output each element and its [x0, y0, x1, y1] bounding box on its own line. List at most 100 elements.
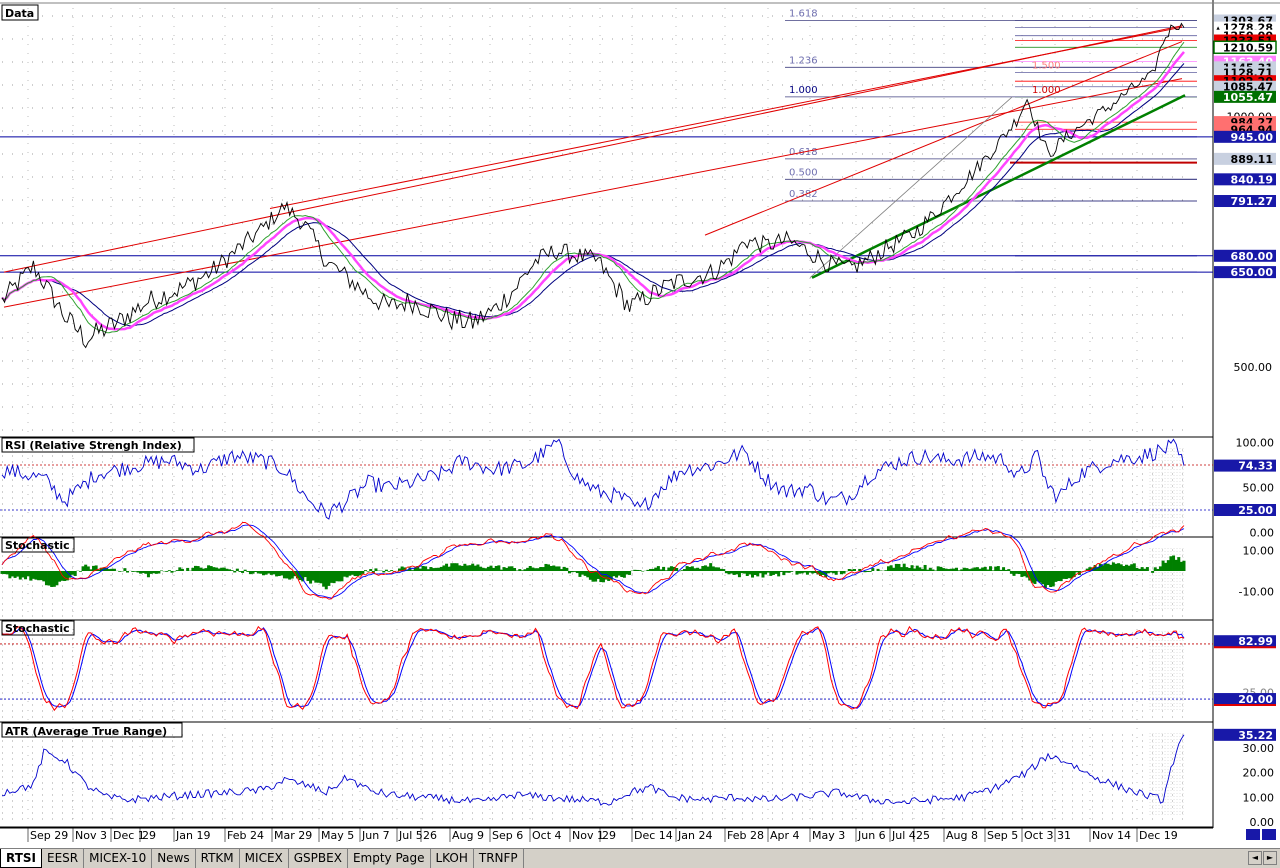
chart-canvas[interactable]: 1.6181.2361.0000.6180.5000.3821.5001.000…: [0, 0, 1280, 848]
price-tag: 889.11: [1214, 152, 1276, 166]
zoom-out-icon: [1262, 829, 1276, 840]
chart-background: [0, 0, 1280, 848]
date-axis-label: Jun 6: [857, 829, 886, 842]
rsi-y-tick: 0.00: [1250, 527, 1275, 540]
date-axis-label: Oct 3: [1024, 829, 1054, 842]
tab-scroll-right-icon[interactable]: ►: [1263, 851, 1277, 865]
stochastic-value-tag: [1214, 635, 1276, 648]
sheet-tab-micex-10[interactable]: MICEX-10: [84, 849, 153, 868]
stochastic-histogram: [0, 555, 1186, 590]
stochastic-signal-line: [1, 524, 1185, 599]
atr-value-label: 35.22: [1238, 729, 1273, 742]
panel-title-box: [1, 722, 183, 738]
date-axis-label: Nov 1: [572, 829, 604, 842]
price-tag: 1055.47: [1214, 90, 1276, 104]
moving-average-slow: [1, 63, 1185, 327]
stochastic-y-tick: 10.00: [1243, 545, 1275, 558]
price-tag: 945.00: [1214, 130, 1276, 144]
sheet-tab-trnfp[interactable]: TRNFP: [474, 849, 524, 868]
fib-label: 0.500: [789, 167, 818, 178]
rsi-y-tick: 100.00: [1236, 437, 1275, 450]
date-axis-label: Dec 14: [634, 829, 673, 842]
date-axis-label: Feb 28: [727, 829, 764, 842]
rsi-value-tag: [1214, 504, 1276, 516]
price-tag-label: 889.11: [1231, 153, 1273, 166]
price-line: [1, 22, 1185, 349]
date-axis-label: Nov 3: [75, 829, 107, 842]
atr-line: [1, 734, 1185, 806]
price-tag-box: [1213, 40, 1277, 55]
rsi-value-tag: [1214, 459, 1276, 472]
sheet-tab-lkoh[interactable]: LKOH: [431, 849, 474, 868]
sheet-tab-rtkm[interactable]: RTKM: [196, 849, 240, 868]
panel-title-box: [1, 4, 39, 21]
price-tag-box: [1214, 195, 1276, 208]
panel-4-grid: [2, 733, 1184, 820]
date-axis-label: 29: [142, 829, 156, 842]
date-axis-label: May 3: [812, 829, 845, 842]
panel-title-box: [1, 537, 75, 553]
atr-value-tag: [1214, 728, 1276, 741]
up-arrow-icon: ▲: [1215, 25, 1222, 34]
date-axis-label: Oct 4: [532, 829, 562, 842]
date-axis-label: Jan 24: [677, 829, 712, 842]
rsi-value-label: 74.33: [1238, 460, 1273, 473]
price-tag-label: 1085.47: [1223, 81, 1273, 94]
stochastic-value-tag: [1214, 693, 1276, 706]
price-tag-box: [1214, 130, 1276, 143]
sheet-tab-eesr[interactable]: EESR: [42, 849, 85, 868]
date-axis-label: 26: [423, 829, 437, 842]
date-axis-label: Apr 4: [770, 829, 800, 842]
date-axis-label: May 5: [321, 829, 354, 842]
price-tag-label: 840.19: [1231, 173, 1273, 186]
date-axis-label: Jun 7: [361, 829, 390, 842]
trend-line-green: [811, 94, 1186, 279]
trend-line-red: [3, 25, 1183, 273]
atr-y-tick: 10.00: [1243, 791, 1275, 804]
rsi-line: [1, 438, 1185, 520]
y-tick-label: 500.00: [1234, 361, 1273, 374]
panel-0-grid: [2, 15, 1184, 431]
panel-title-rsi: RSI (Relative Strengh Index): [5, 439, 182, 452]
date-axis-label: Mar 29: [274, 829, 312, 842]
fib-label: 1.618: [789, 9, 818, 20]
fib-label: 1.500: [1032, 61, 1061, 72]
sheet-tab-rtsi[interactable]: RTSI: [0, 849, 42, 868]
date-axis-label: Jul 4: [891, 829, 916, 842]
price-tag-box: [1214, 173, 1276, 186]
rsi-y-tick: 50.00: [1243, 482, 1275, 495]
sheet-tab-news[interactable]: News: [152, 849, 196, 868]
date-axis-label: 29: [602, 829, 616, 842]
fib-label: 1.236: [789, 55, 818, 66]
price-tag: 650.00: [1214, 266, 1276, 279]
date-axis-label: Sep 5: [987, 829, 1018, 842]
price-tag-box: [1214, 123, 1276, 136]
panel-title-box: [1, 620, 75, 636]
panel-title-stochastic-2: Stochastic: [5, 622, 70, 635]
price-tag: 791.27: [1214, 195, 1276, 208]
tab-scroll-left-icon[interactable]: ◄: [1248, 851, 1262, 865]
zoom-in-icon: [1246, 829, 1260, 840]
date-axis-label: Nov 14: [1092, 829, 1131, 842]
date-axis-label: Feb 24: [227, 829, 264, 842]
stochastic-y-tick: -10.00: [1239, 586, 1274, 599]
date-axis-label: Dec 1: [113, 829, 145, 842]
price-tag: 1085.47: [1214, 80, 1276, 94]
panel-title-data: Data: [5, 7, 34, 20]
price-tag-box: [1214, 249, 1276, 262]
panel-title-box: [1, 437, 195, 453]
price-tag: 680.00: [1214, 250, 1276, 263]
atr-y-tick: 0.00: [1250, 816, 1275, 829]
date-axis-label: Aug 9: [452, 829, 484, 842]
date-axis-label: 25: [916, 829, 930, 842]
sheet-tab-empty-page[interactable]: Empty Page: [348, 849, 431, 868]
price-tag-box: [1214, 266, 1276, 279]
price-tag: 840.19: [1214, 173, 1276, 186]
price-tag-label: 650.00: [1231, 266, 1274, 279]
trend-line-red: [704, 41, 1183, 236]
date-axis-label: Sep 29: [30, 829, 68, 842]
sheet-tab-gspbex[interactable]: GSPBEX: [289, 849, 348, 868]
stochastic-k-line: [1, 625, 1185, 712]
sheet-tab-micex[interactable]: MICEX: [240, 849, 289, 868]
atr-y-tick: 30.00: [1243, 742, 1275, 755]
